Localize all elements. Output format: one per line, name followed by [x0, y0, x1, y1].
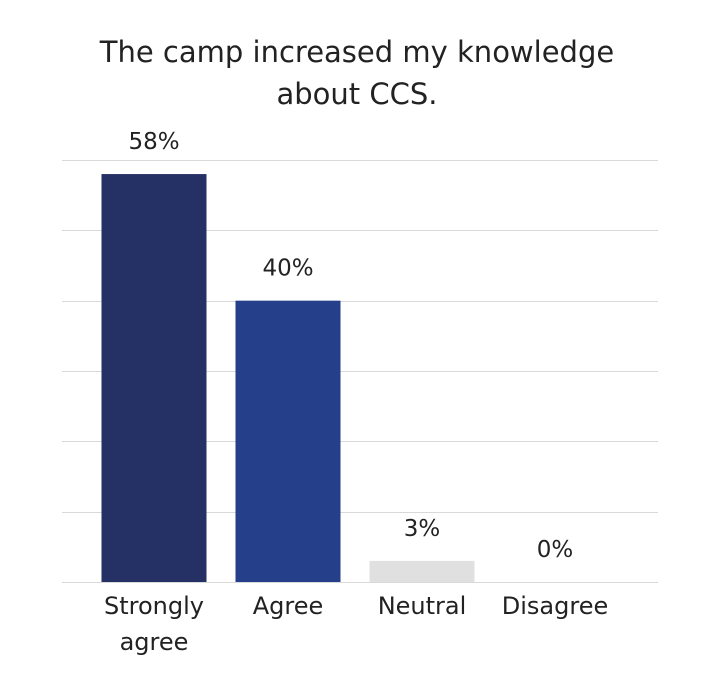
x-tick-label-1-line-2: agree — [120, 628, 189, 656]
x-axis-tick-labels: Strongly agree Agree Neutral Disagree — [104, 592, 608, 656]
chart-title-line-2: about CCS. — [276, 77, 437, 111]
value-label-4: 0% — [537, 537, 574, 563]
x-tick-label-2-line-1: Agree — [253, 592, 324, 620]
bar-2 — [235, 300, 341, 582]
chart-title: The camp increased my knowledge about CC… — [99, 35, 614, 111]
value-label-2: 40% — [262, 256, 313, 282]
x-tick-label-1-line-1: Strongly — [104, 592, 204, 620]
x-tick-label-4-line-1: Disagree — [502, 592, 608, 620]
x-tick-label-3-line-1: Neutral — [378, 592, 467, 620]
value-label-3: 3% — [404, 516, 441, 542]
value-label-1: 58% — [128, 129, 179, 155]
value-labels: 58% 40% 3% 0% — [128, 129, 573, 563]
bar-3 — [369, 560, 475, 582]
chart-title-line-1: The camp increased my knowledge — [99, 35, 614, 69]
bars — [101, 174, 475, 583]
bar-1 — [101, 174, 207, 583]
